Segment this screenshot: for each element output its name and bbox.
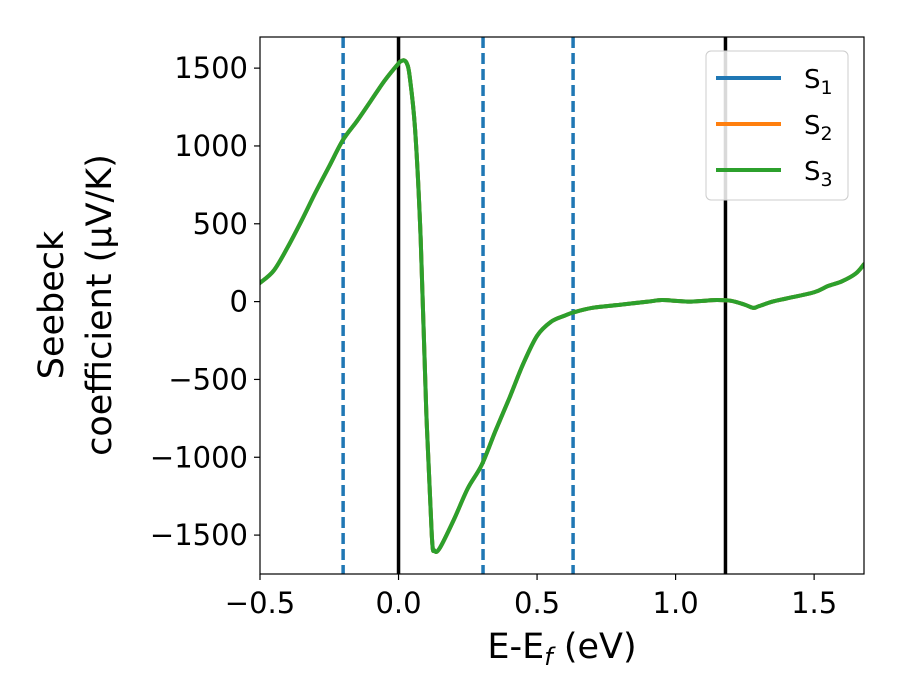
legend: S1 S2 S3	[705, 50, 849, 201]
series-lines	[260, 58, 864, 554]
y-axis-ticks: 1500 1000 500 0 −500 −1000 −1500	[150, 51, 260, 552]
x-tick-label: 0.5	[514, 586, 560, 620]
x-tick-label: 1.5	[791, 586, 837, 620]
legend-label-s2: S2	[804, 111, 833, 145]
y-axis-title-line1: Seebeck	[32, 230, 72, 379]
y-tick-label: −1500	[150, 518, 248, 552]
y-tick-label: 1000	[174, 129, 248, 163]
y-tick-label: 500	[193, 207, 248, 241]
x-tick-label: 0.0	[375, 586, 421, 620]
dashed-vlines	[341, 37, 575, 574]
solid-vlines	[396, 37, 728, 574]
y-tick-label: 0	[230, 285, 248, 319]
x-axis-title-main: E-E	[487, 627, 544, 667]
y-tick-label: 1500	[174, 51, 248, 85]
x-axis-title-unit: (eV)	[553, 627, 637, 667]
plot-frame	[259, 36, 865, 575]
x-tick-label: −0.5	[225, 586, 295, 620]
y-axis-title-line2: coefficient (μV/K)	[80, 154, 120, 456]
y-tick-label: −1000	[150, 440, 248, 474]
x-axis-ticks: −0.5 0.0 0.5 1.0 1.5	[225, 574, 837, 620]
legend-label-s3: S3	[804, 157, 833, 191]
series-line-s3	[260, 58, 864, 554]
x-tick-label: 1.0	[653, 586, 699, 620]
y-tick-label: −500	[168, 362, 248, 396]
y-axis-title: Seebeck coefficient (μV/K)	[32, 154, 120, 456]
legend-label-s1: S1	[804, 65, 833, 99]
x-axis-title: E-Ef (eV)	[487, 627, 636, 671]
